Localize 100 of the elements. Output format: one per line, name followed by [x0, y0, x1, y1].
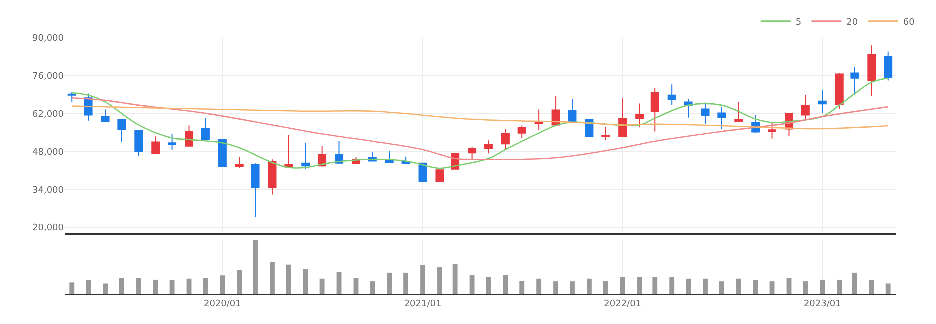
x-tick-label: 2022/01 — [604, 299, 642, 310]
bar — [270, 262, 275, 294]
bar — [186, 278, 192, 294]
bar — [303, 269, 308, 294]
candlestick — [218, 138, 227, 168]
bar — [652, 277, 658, 294]
bar — [820, 280, 826, 294]
candlestick — [518, 125, 526, 139]
candlestick — [636, 103, 644, 128]
bar — [86, 280, 91, 294]
candlestick — [251, 163, 260, 218]
bar — [103, 284, 108, 294]
bar — [803, 282, 808, 294]
bar — [354, 278, 359, 294]
bar — [536, 278, 542, 294]
bar — [119, 278, 124, 294]
candlestick — [501, 128, 510, 150]
candlestick — [718, 106, 726, 130]
candlestick — [701, 102, 710, 125]
bar — [404, 272, 409, 294]
bar — [837, 280, 842, 294]
candlestick — [602, 126, 610, 141]
candlestick — [484, 140, 493, 154]
bar — [70, 282, 75, 294]
bar — [603, 281, 608, 294]
bar — [387, 272, 392, 294]
bar — [637, 277, 642, 294]
bar — [286, 264, 292, 294]
bar — [486, 277, 492, 294]
bar — [620, 277, 626, 294]
candlestick — [68, 92, 76, 103]
candlestick — [168, 134, 177, 150]
bar — [719, 282, 724, 294]
bar — [336, 272, 342, 294]
bar — [253, 240, 258, 294]
bar — [136, 278, 142, 294]
bar — [438, 268, 442, 294]
bar — [786, 278, 792, 294]
candlestick — [734, 102, 744, 123]
y-tick-label: 48,000 — [32, 148, 64, 158]
candlestick — [850, 67, 860, 96]
x-tick-label: 2023/01 — [804, 299, 842, 310]
y-tick-label: 20,000 — [32, 224, 64, 234]
candlestick — [884, 51, 893, 82]
bar — [153, 280, 158, 294]
bar — [886, 284, 891, 294]
y-tick-label: 34,000 — [32, 186, 64, 196]
bar — [852, 272, 858, 294]
legend-label: 20 — [846, 18, 858, 28]
bar — [520, 281, 525, 294]
bar — [753, 280, 758, 294]
candlestick — [185, 125, 194, 148]
candlestick — [768, 122, 777, 140]
bar — [869, 280, 874, 294]
bar — [554, 282, 559, 294]
bar — [420, 265, 426, 294]
bar — [237, 270, 242, 294]
candlestick — [268, 159, 277, 196]
candlestick — [618, 98, 628, 138]
x-tick-label: 2020/01 — [204, 299, 242, 310]
candlestick — [552, 96, 560, 126]
candlestick — [468, 146, 477, 160]
candlestick — [302, 142, 310, 170]
line-series — [71, 106, 889, 130]
y-tick-label: 62,000 — [32, 110, 64, 120]
candlestick — [684, 98, 693, 118]
legend-label: 5 — [796, 18, 802, 28]
bar — [703, 278, 708, 294]
candlestick — [868, 45, 876, 97]
bar — [736, 278, 742, 294]
candlestick — [101, 109, 110, 123]
bar — [670, 277, 675, 294]
bar — [320, 278, 325, 294]
candlestick — [152, 136, 160, 155]
candlestick — [284, 134, 294, 168]
bar — [470, 275, 475, 294]
candlestick — [668, 84, 676, 106]
bar — [770, 282, 775, 294]
legend-label: 60 — [903, 18, 916, 28]
bar — [370, 282, 376, 294]
bar — [570, 282, 575, 294]
candlestick — [568, 98, 577, 123]
x-tick-label: 2021/01 — [404, 299, 442, 310]
candlestick — [201, 118, 210, 142]
candlestick — [418, 162, 428, 183]
bar — [203, 278, 208, 294]
candlestick — [801, 94, 810, 121]
candlestick — [118, 118, 126, 143]
candlestick — [235, 156, 244, 170]
line-series — [71, 78, 889, 170]
candlestick — [835, 72, 844, 110]
bar — [170, 280, 175, 294]
candlestick — [134, 130, 144, 157]
y-tick-label: 90,000 — [32, 34, 64, 44]
line-series — [71, 97, 889, 160]
bar — [452, 264, 458, 294]
bar — [503, 275, 508, 294]
bar — [686, 278, 691, 294]
candlestick — [650, 88, 660, 132]
bar — [220, 276, 226, 294]
